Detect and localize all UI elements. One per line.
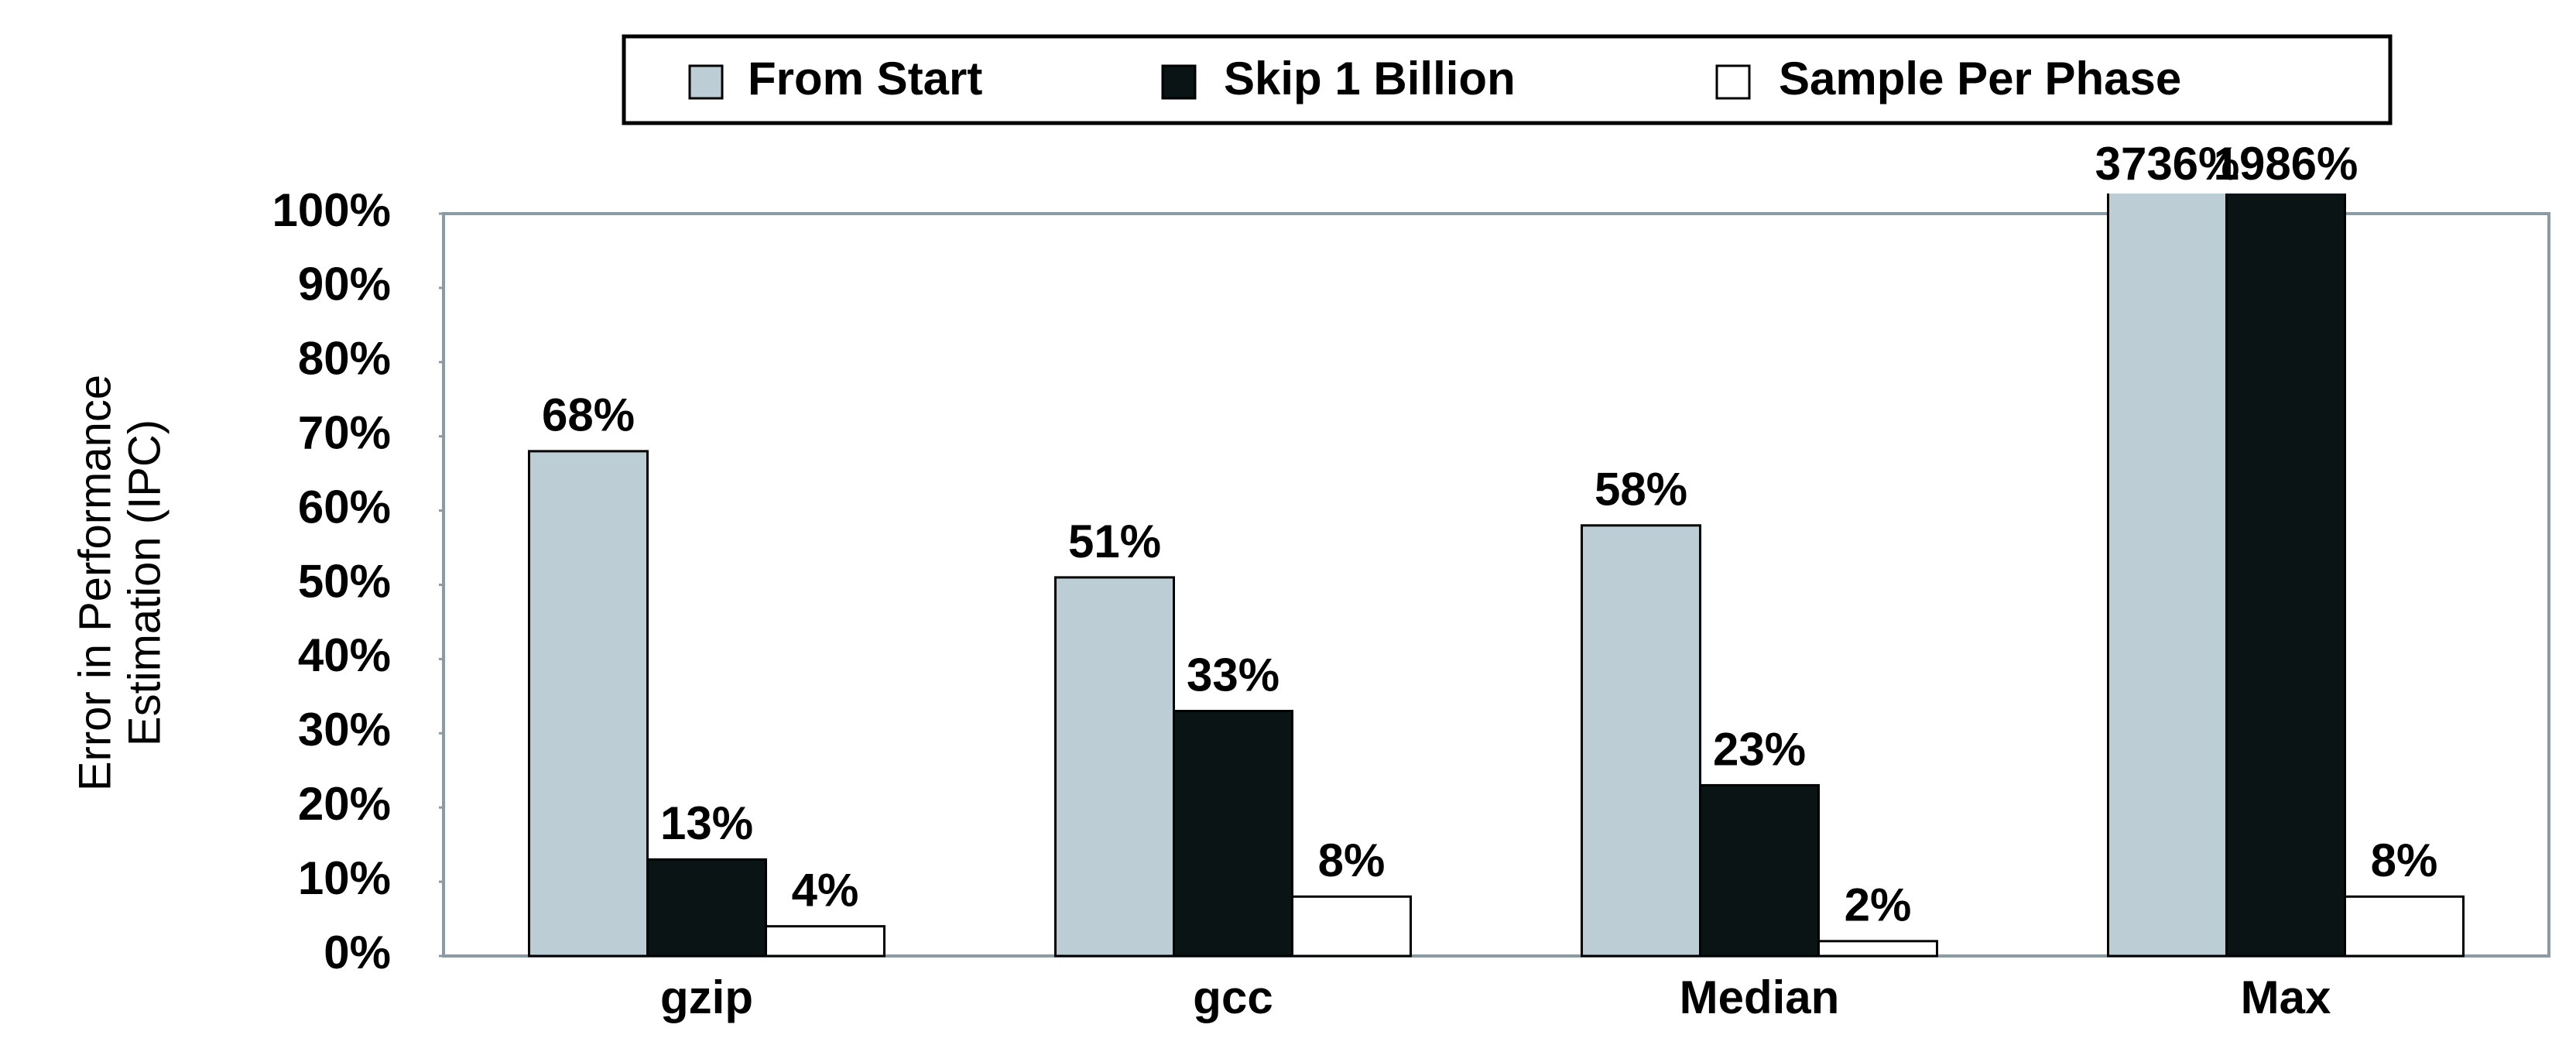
legend-swatch	[1715, 64, 1751, 100]
value-label: 33%	[1187, 649, 1279, 701]
x-tick-label: Max	[2241, 971, 2331, 1023]
legend-label: From Start	[748, 53, 982, 104]
value-label: 23%	[1713, 723, 1806, 775]
y-axis-label-line: Error in Performance	[70, 375, 120, 791]
bar	[1817, 940, 1938, 958]
y-axis-label: Error in Performance Estimation (IPC)	[70, 375, 170, 791]
legend-label: Sample Per Phase	[1779, 53, 2181, 104]
bar	[1173, 710, 1293, 958]
bar	[1699, 783, 1820, 958]
bar	[2344, 895, 2465, 958]
value-label: 8%	[1318, 834, 1386, 886]
y-tick-label: 50%	[298, 555, 391, 607]
value-label: 3736%	[2095, 138, 2240, 190]
legend-label: Skip 1 Billion	[1224, 53, 1516, 104]
value-label: 13%	[660, 797, 753, 849]
x-tick-label: Median	[1680, 971, 1840, 1023]
y-tick-label: 80%	[298, 333, 391, 385]
value-label: 51%	[1068, 516, 1161, 567]
bar	[2107, 194, 2228, 958]
bar	[1291, 895, 1412, 958]
y-tick-label: 70%	[298, 407, 391, 459]
bar	[1054, 576, 1175, 958]
y-tick-label: 0%	[324, 927, 391, 978]
legend-box	[622, 34, 2393, 125]
y-tick-label: 60%	[298, 481, 391, 533]
legend-swatch	[1161, 64, 1197, 100]
legend-swatch	[688, 64, 724, 100]
value-label: 4%	[792, 864, 859, 916]
y-tick-label: 100%	[272, 184, 391, 236]
y-tick-label: 40%	[298, 629, 391, 681]
bar	[765, 925, 886, 958]
y-tick-label: 20%	[298, 778, 391, 830]
y-tick-label: 30%	[298, 704, 391, 755]
value-label: 68%	[542, 389, 635, 441]
value-label: 1986%	[2214, 138, 2358, 190]
y-tick-label: 90%	[298, 259, 391, 310]
bar	[1581, 524, 1701, 958]
y-axis-label-line: Estimation (IPC)	[119, 420, 170, 746]
bar	[528, 450, 649, 958]
y-tick-label: 10%	[298, 852, 391, 904]
value-label: 8%	[2371, 834, 2438, 886]
bar	[646, 858, 767, 958]
x-tick-label: gzip	[660, 971, 753, 1023]
value-label: 58%	[1595, 464, 1687, 516]
bar	[2225, 194, 2346, 958]
value-label: 2%	[1845, 879, 1912, 931]
x-tick-label: gcc	[1193, 971, 1273, 1023]
bars	[528, 194, 2465, 958]
